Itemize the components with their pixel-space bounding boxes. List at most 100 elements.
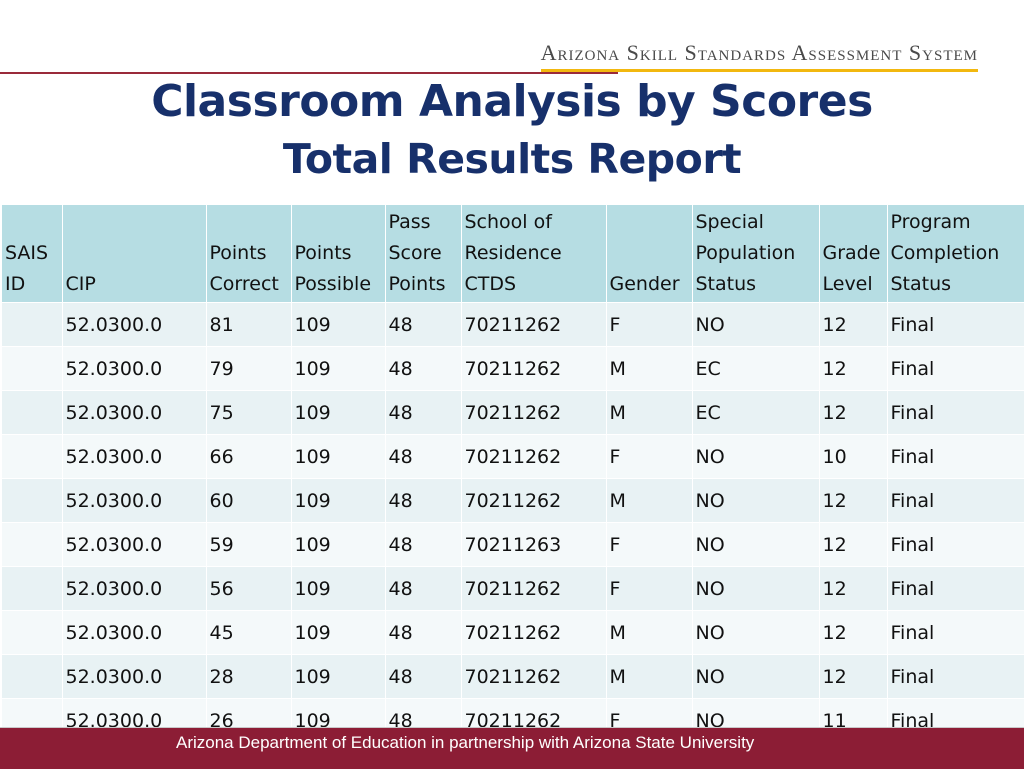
table-cell [2, 654, 63, 699]
table-cell: NO [692, 566, 820, 611]
table-cell: 48 [385, 302, 462, 347]
table-cell: 12 [819, 654, 888, 699]
table-cell: 45 [206, 610, 292, 655]
page-subtitle: Total Results Report [282, 135, 742, 183]
table-cell: 109 [291, 610, 386, 655]
table-cell: Final [887, 654, 1024, 699]
table-cell [2, 522, 63, 567]
table-cell: 109 [291, 566, 386, 611]
table-cell: Final [887, 302, 1024, 347]
table-cell: 60 [206, 478, 292, 523]
table-cell: 109 [291, 478, 386, 523]
table-cell [2, 610, 63, 655]
table-row: 52.0300.0 75 109 48 70211262 M EC 12 Final [2, 390, 1024, 435]
table-cell: 28 [206, 654, 292, 699]
table-cell: Final [887, 434, 1024, 479]
table-cell: Final [887, 390, 1024, 435]
header-divider [0, 72, 618, 74]
table-cell [2, 302, 63, 347]
table-cell: 52.0300.0 [62, 566, 207, 611]
table-cell: 52.0300.0 [62, 654, 207, 699]
table-cell: 52.0300.0 [62, 522, 207, 567]
table-cell: 52.0300.0 [62, 390, 207, 435]
table-cell: NO [692, 610, 820, 655]
table-header-row: SAIS ID CIP Points Correct Points Possib… [2, 205, 1024, 303]
table-cell: 48 [385, 566, 462, 611]
table-cell: M [606, 346, 693, 391]
table-cell: 12 [819, 302, 888, 347]
table-cell: 48 [385, 610, 462, 655]
table-cell [2, 434, 63, 479]
table-cell: 70211262 [461, 434, 607, 479]
table-row: 52.0300.0 60 109 48 70211262 M NO 12 Final [2, 478, 1024, 523]
table-cell: 12 [819, 610, 888, 655]
table-cell: 52.0300.0 [62, 434, 207, 479]
table-row: 52.0300.0 79 109 48 70211262 M EC 12 Final [2, 346, 1024, 391]
column-header: Points Correct [206, 205, 292, 303]
column-header: Points Possible [291, 205, 386, 303]
table-cell: Final [887, 566, 1024, 611]
brand-name: Arizona Skill Standards Assessment Syste… [540, 40, 978, 72]
table-cell: 79 [206, 346, 292, 391]
table-cell: 12 [819, 522, 888, 567]
table-cell: 48 [385, 390, 462, 435]
column-header: SAIS ID [2, 205, 63, 303]
table-cell: 109 [291, 390, 386, 435]
table-cell: M [606, 478, 693, 523]
table-cell: F [606, 522, 693, 567]
table-cell: 81 [206, 302, 292, 347]
table-cell: Final [887, 610, 1024, 655]
table-cell: NO [692, 302, 820, 347]
table-cell: 12 [819, 478, 888, 523]
column-header: Program Completion Status [887, 205, 1024, 303]
table-cell [2, 478, 63, 523]
table-cell: 52.0300.0 [62, 302, 207, 347]
column-header: Grade Level [819, 205, 888, 303]
table-cell: NO [692, 434, 820, 479]
table-cell [2, 346, 63, 391]
table-cell: 48 [385, 654, 462, 699]
table-row: 52.0300.0 45 109 48 70211262 M NO 12 Final [2, 610, 1024, 655]
table-cell: F [606, 566, 693, 611]
table-cell: 48 [385, 522, 462, 567]
table-cell: 70211262 [461, 302, 607, 347]
page-title: Classroom Analysis by Scores [151, 76, 873, 127]
table-cell: M [606, 390, 693, 435]
table-cell: NO [692, 478, 820, 523]
table-cell: 52.0300.0 [62, 478, 207, 523]
table-row: 52.0300.0 59 109 48 70211263 F NO 12 Final [2, 522, 1024, 567]
table-cell: NO [692, 522, 820, 567]
table-row: 52.0300.0 28 109 48 70211262 M NO 12 Final [2, 654, 1024, 699]
table-cell: 52.0300.0 [62, 346, 207, 391]
column-header: CIP [62, 205, 207, 303]
table-cell: 70211262 [461, 654, 607, 699]
table-cell: 70211262 [461, 346, 607, 391]
table-row: 52.0300.0 66 109 48 70211262 F NO 10 Final [2, 434, 1024, 479]
table-cell: 70211262 [461, 390, 607, 435]
column-header: School of Residence CTDS [461, 205, 607, 303]
table-cell: 109 [291, 346, 386, 391]
column-header: Gender [606, 205, 693, 303]
table-cell: 66 [206, 434, 292, 479]
table-row: 52.0300.0 56 109 48 70211262 F NO 12 Final [2, 566, 1024, 611]
table-cell: EC [692, 346, 820, 391]
table-cell: F [606, 302, 693, 347]
table-cell: 59 [206, 522, 292, 567]
table-cell: M [606, 654, 693, 699]
table-cell: Final [887, 522, 1024, 567]
table-cell [2, 566, 63, 611]
table-cell: 48 [385, 478, 462, 523]
table-cell [2, 390, 63, 435]
table-cell: Final [887, 478, 1024, 523]
footer-bar: Arizona Department of Education in partn… [0, 727, 1024, 769]
table-cell: EC [692, 390, 820, 435]
table-cell: 109 [291, 302, 386, 347]
table-cell: F [606, 434, 693, 479]
table-cell: 70211262 [461, 610, 607, 655]
column-header: Pass Score Points [385, 205, 462, 303]
table-cell: 12 [819, 346, 888, 391]
table-cell: 75 [206, 390, 292, 435]
table-cell: 70211263 [461, 522, 607, 567]
table-cell: 109 [291, 434, 386, 479]
table-cell: 12 [819, 566, 888, 611]
